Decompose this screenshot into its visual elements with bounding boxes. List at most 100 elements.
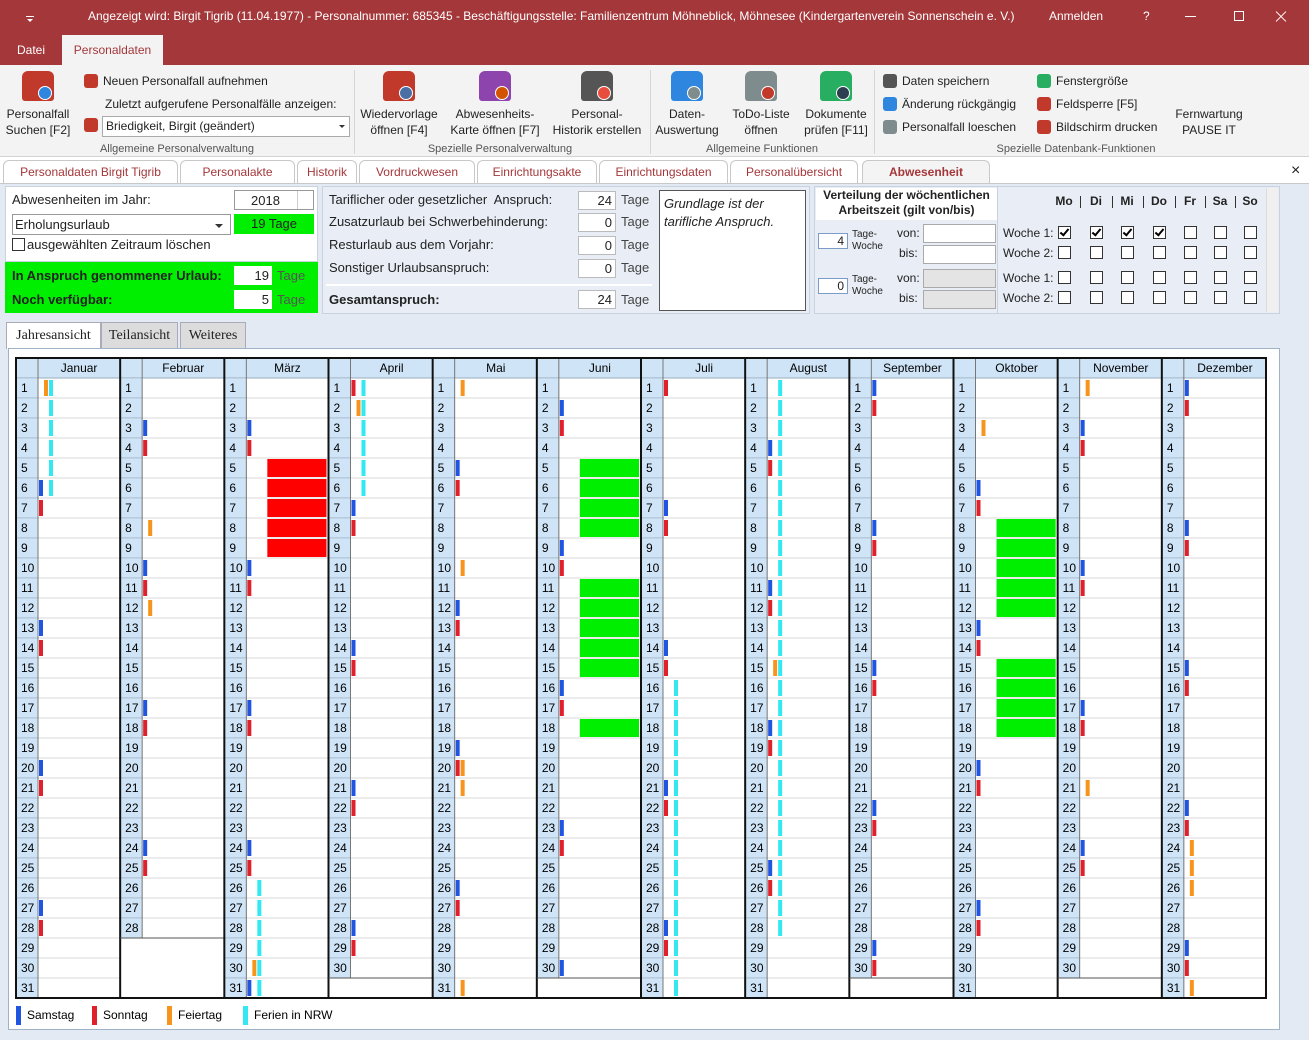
day-checkbox[interactable] <box>1090 246 1103 259</box>
saturday-bar <box>247 840 252 856</box>
day-number: 20 <box>1167 761 1181 775</box>
day-checkbox[interactable] <box>1090 226 1103 239</box>
ribbon-item[interactable]: Personalfall loeschen <box>902 120 1017 134</box>
document-tab[interactable]: Vordruckwesen <box>359 160 475 183</box>
view-tab[interactable]: Jahresansicht <box>6 322 101 349</box>
day-checkbox[interactable] <box>1153 226 1166 239</box>
day-number: 13 <box>646 621 660 635</box>
sunday-bar <box>559 700 564 716</box>
ribbon-item[interactable]: Neuen Personalfall aufnehmen <box>103 74 268 88</box>
day-checkbox[interactable] <box>1090 271 1103 284</box>
day-number: 5 <box>438 461 445 475</box>
day-checkbox[interactable] <box>1121 271 1134 284</box>
day-number: 2 <box>334 401 341 415</box>
saturday-bar <box>39 620 43 636</box>
minimize-button[interactable] <box>1185 16 1196 17</box>
day-checkbox[interactable] <box>1244 271 1257 284</box>
day-number: 7 <box>959 501 966 515</box>
ribbon-button[interactable]: Wiedervorlage öffnen [F4] <box>354 68 444 140</box>
day-number: 9 <box>854 541 861 555</box>
weekday-separator <box>1143 196 1144 208</box>
help-button[interactable]: ? <box>1143 9 1150 23</box>
view-tab[interactable]: Weiteres <box>180 322 246 349</box>
quick-access-arrow[interactable] <box>27 19 33 22</box>
ribbon-item[interactable]: Feldsperre [F5] <box>1056 97 1138 111</box>
quick-access-icon <box>26 16 34 17</box>
day-checkbox[interactable] <box>1184 226 1197 239</box>
day-checkbox[interactable] <box>1244 291 1257 304</box>
day-checkbox[interactable] <box>1214 226 1227 239</box>
document-tab[interactable]: Abwesenheit <box>862 160 990 183</box>
to-input[interactable] <box>923 245 996 264</box>
days-per-week[interactable]: 0 <box>818 278 848 294</box>
recent-cases-dropdown[interactable]: Briedigkeit, Birgit (geändert) <box>102 116 350 137</box>
ribbon-item[interactable]: Änderung rückgängig <box>902 97 1017 111</box>
month-name: März <box>274 361 301 375</box>
ribbon-item[interactable]: Daten speichern <box>902 74 990 88</box>
day-checkbox[interactable] <box>1244 226 1257 239</box>
day-number: 24 <box>542 841 556 855</box>
day-checkbox[interactable] <box>1058 291 1071 304</box>
menu-tab[interactable]: Datei <box>16 43 45 57</box>
day-checkbox[interactable] <box>1214 271 1227 284</box>
ribbon-button[interactable]: Fernwartung PAUSE IT <box>1164 68 1254 140</box>
day-checkbox[interactable] <box>1121 291 1134 304</box>
day-checkbox[interactable] <box>1244 246 1257 259</box>
days-per-week[interactable]: 4 <box>818 233 848 249</box>
ribbon-button[interactable]: ToDo-Liste öffnen <box>716 68 806 140</box>
entitlement-value[interactable]: 0 <box>578 213 616 232</box>
entitlement-value[interactable]: 0 <box>578 236 616 255</box>
ribbon-item[interactable]: Zuletzt aufgerufene Personalfälle anzeig… <box>105 97 337 111</box>
day-checkbox[interactable] <box>1090 291 1103 304</box>
holiday-bar <box>460 980 465 996</box>
entitlement-value[interactable]: 24 <box>578 191 616 210</box>
day-number: 12 <box>229 601 243 615</box>
ribbon-button[interactable]: Personalfall Suchen [F2] <box>0 68 83 140</box>
day-checkbox[interactable] <box>1214 291 1227 304</box>
from-input[interactable] <box>923 269 996 288</box>
document-tab[interactable]: Personalakte <box>180 160 295 183</box>
ribbon-item[interactable]: Bildschirm drucken <box>1056 120 1158 134</box>
delete-checkbox[interactable] <box>12 238 25 251</box>
day-checkbox[interactable] <box>1153 246 1166 259</box>
ribbon-button[interactable]: Dokumente prüfen [F11] <box>791 68 881 140</box>
document-tab[interactable]: Einrichtungsakte <box>477 160 597 183</box>
day-checkbox[interactable] <box>1058 271 1071 284</box>
day-checkbox[interactable] <box>1184 271 1197 284</box>
unit-label: Tage <box>277 268 306 283</box>
absence-type-dropdown[interactable]: Erholungsurlaub <box>12 214 231 235</box>
month-name: November <box>1093 361 1148 375</box>
close-document[interactable]: × <box>1291 162 1301 179</box>
entitlement-value[interactable]: 0 <box>578 259 616 278</box>
day-number: 21 <box>438 781 452 795</box>
day-checkbox[interactable] <box>1121 226 1134 239</box>
day-checkbox[interactable] <box>1153 291 1166 304</box>
day-checkbox[interactable] <box>1153 271 1166 284</box>
document-tab[interactable]: Einrichtungsdaten <box>599 160 728 183</box>
from-input[interactable] <box>923 224 996 243</box>
day-number: 17 <box>125 701 139 715</box>
document-tab[interactable]: Personaldaten Birgit Tigrib <box>3 160 178 183</box>
button-label: öffnen [F4] <box>370 123 428 137</box>
ribbon-button[interactable]: Daten- Auswertung <box>642 68 732 140</box>
year-select[interactable]: 2018 <box>234 190 314 210</box>
day-checkbox[interactable] <box>1214 246 1227 259</box>
day-checkbox[interactable] <box>1121 246 1134 259</box>
sunday-bar <box>39 920 43 936</box>
view-tab[interactable]: Teilansicht <box>101 322 178 349</box>
day-checkbox[interactable] <box>1058 246 1071 259</box>
day-checkbox[interactable] <box>1058 226 1071 239</box>
ribbon-item[interactable]: Fenstergröße <box>1056 74 1129 88</box>
day-number: 1 <box>646 381 653 395</box>
legend-swatch <box>243 1006 248 1025</box>
day-checkbox[interactable] <box>1184 246 1197 259</box>
day-checkbox[interactable] <box>1184 291 1197 304</box>
document-tab[interactable]: Historik <box>297 160 357 183</box>
document-tab[interactable]: Personalübersicht <box>730 160 858 183</box>
menu-tab[interactable]: Personaldaten <box>62 35 163 65</box>
login-button[interactable]: Anmelden <box>1049 9 1104 23</box>
maximize-button[interactable] <box>1234 11 1244 21</box>
to-input[interactable] <box>923 290 996 309</box>
ribbon-button[interactable]: Abwesenheits- Karte öffnen [F7] <box>450 68 540 140</box>
ribbon-button[interactable]: Personal- Historik erstellen <box>552 68 642 140</box>
